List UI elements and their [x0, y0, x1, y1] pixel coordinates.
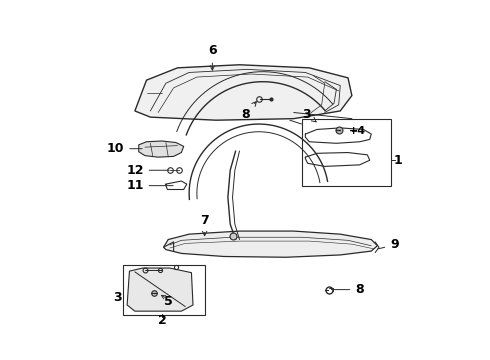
- Text: 12: 12: [126, 164, 169, 177]
- Polygon shape: [164, 231, 377, 257]
- Text: 11: 11: [126, 179, 173, 192]
- Text: 2: 2: [158, 314, 167, 327]
- Text: 5: 5: [164, 294, 172, 308]
- Polygon shape: [139, 141, 184, 157]
- Text: 10: 10: [107, 142, 142, 155]
- Text: 6: 6: [208, 44, 217, 70]
- Text: +4: +4: [349, 126, 366, 136]
- Bar: [123, 265, 205, 315]
- Text: 8: 8: [331, 283, 364, 296]
- Text: 3: 3: [113, 291, 122, 304]
- Text: 3: 3: [302, 108, 316, 122]
- Text: 9: 9: [378, 238, 399, 251]
- Polygon shape: [135, 65, 352, 120]
- Text: 7: 7: [200, 214, 209, 236]
- Text: 1: 1: [394, 154, 403, 167]
- Polygon shape: [127, 268, 193, 311]
- Bar: [301, 119, 391, 186]
- Text: 8: 8: [242, 102, 256, 121]
